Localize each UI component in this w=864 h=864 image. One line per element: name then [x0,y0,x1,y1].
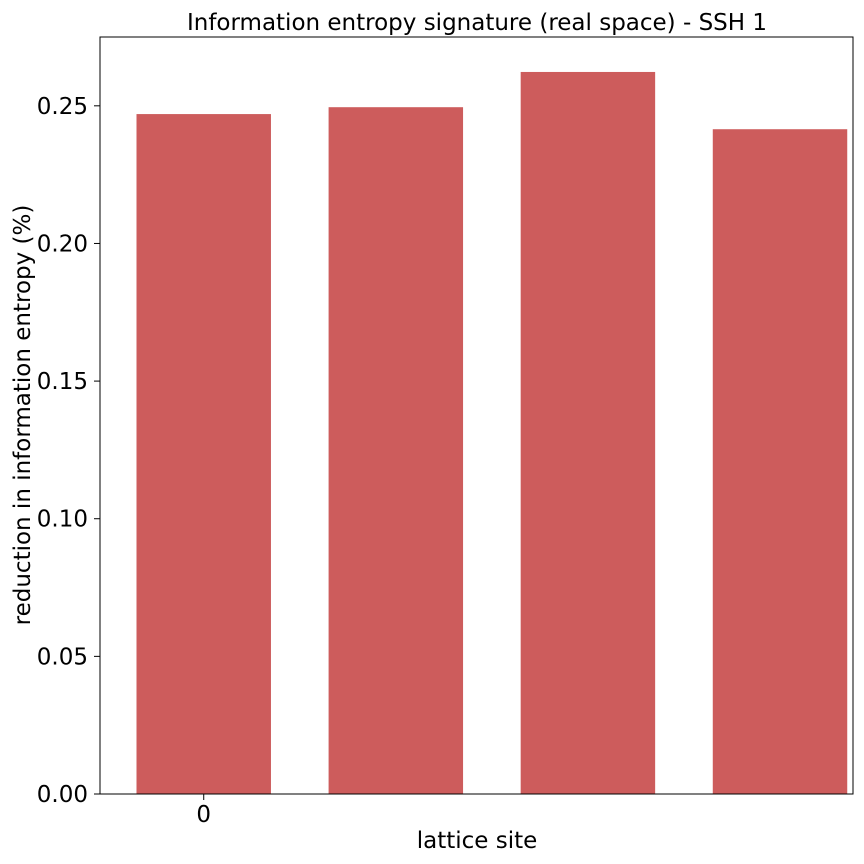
y-axis: 0.00 0.05 0.10 0.15 0.20 0.25 [37,94,100,808]
bar-1 [328,107,464,795]
y-tick-label: 0.25 [37,94,88,120]
x-axis: 0 [196,794,211,828]
x-tick-label: 0 [196,802,211,828]
bar-2 [520,71,656,794]
y-tick-label: 0.05 [37,644,88,670]
y-tick-label: 0.15 [37,369,88,395]
y-axis-label: reduction in information entropy (%) [10,205,36,626]
y-tick-label: 0.00 [37,782,88,808]
bars-group [136,71,848,795]
y-tick-label: 0.10 [37,507,88,533]
y-tick-label: 0.20 [37,231,88,257]
bar-3 [712,129,848,794]
x-axis-label: lattice site [417,828,538,854]
plot-frame [99,36,854,795]
bar-0 [136,114,271,795]
chart-title: Information entropy signature (real spac… [187,10,767,36]
